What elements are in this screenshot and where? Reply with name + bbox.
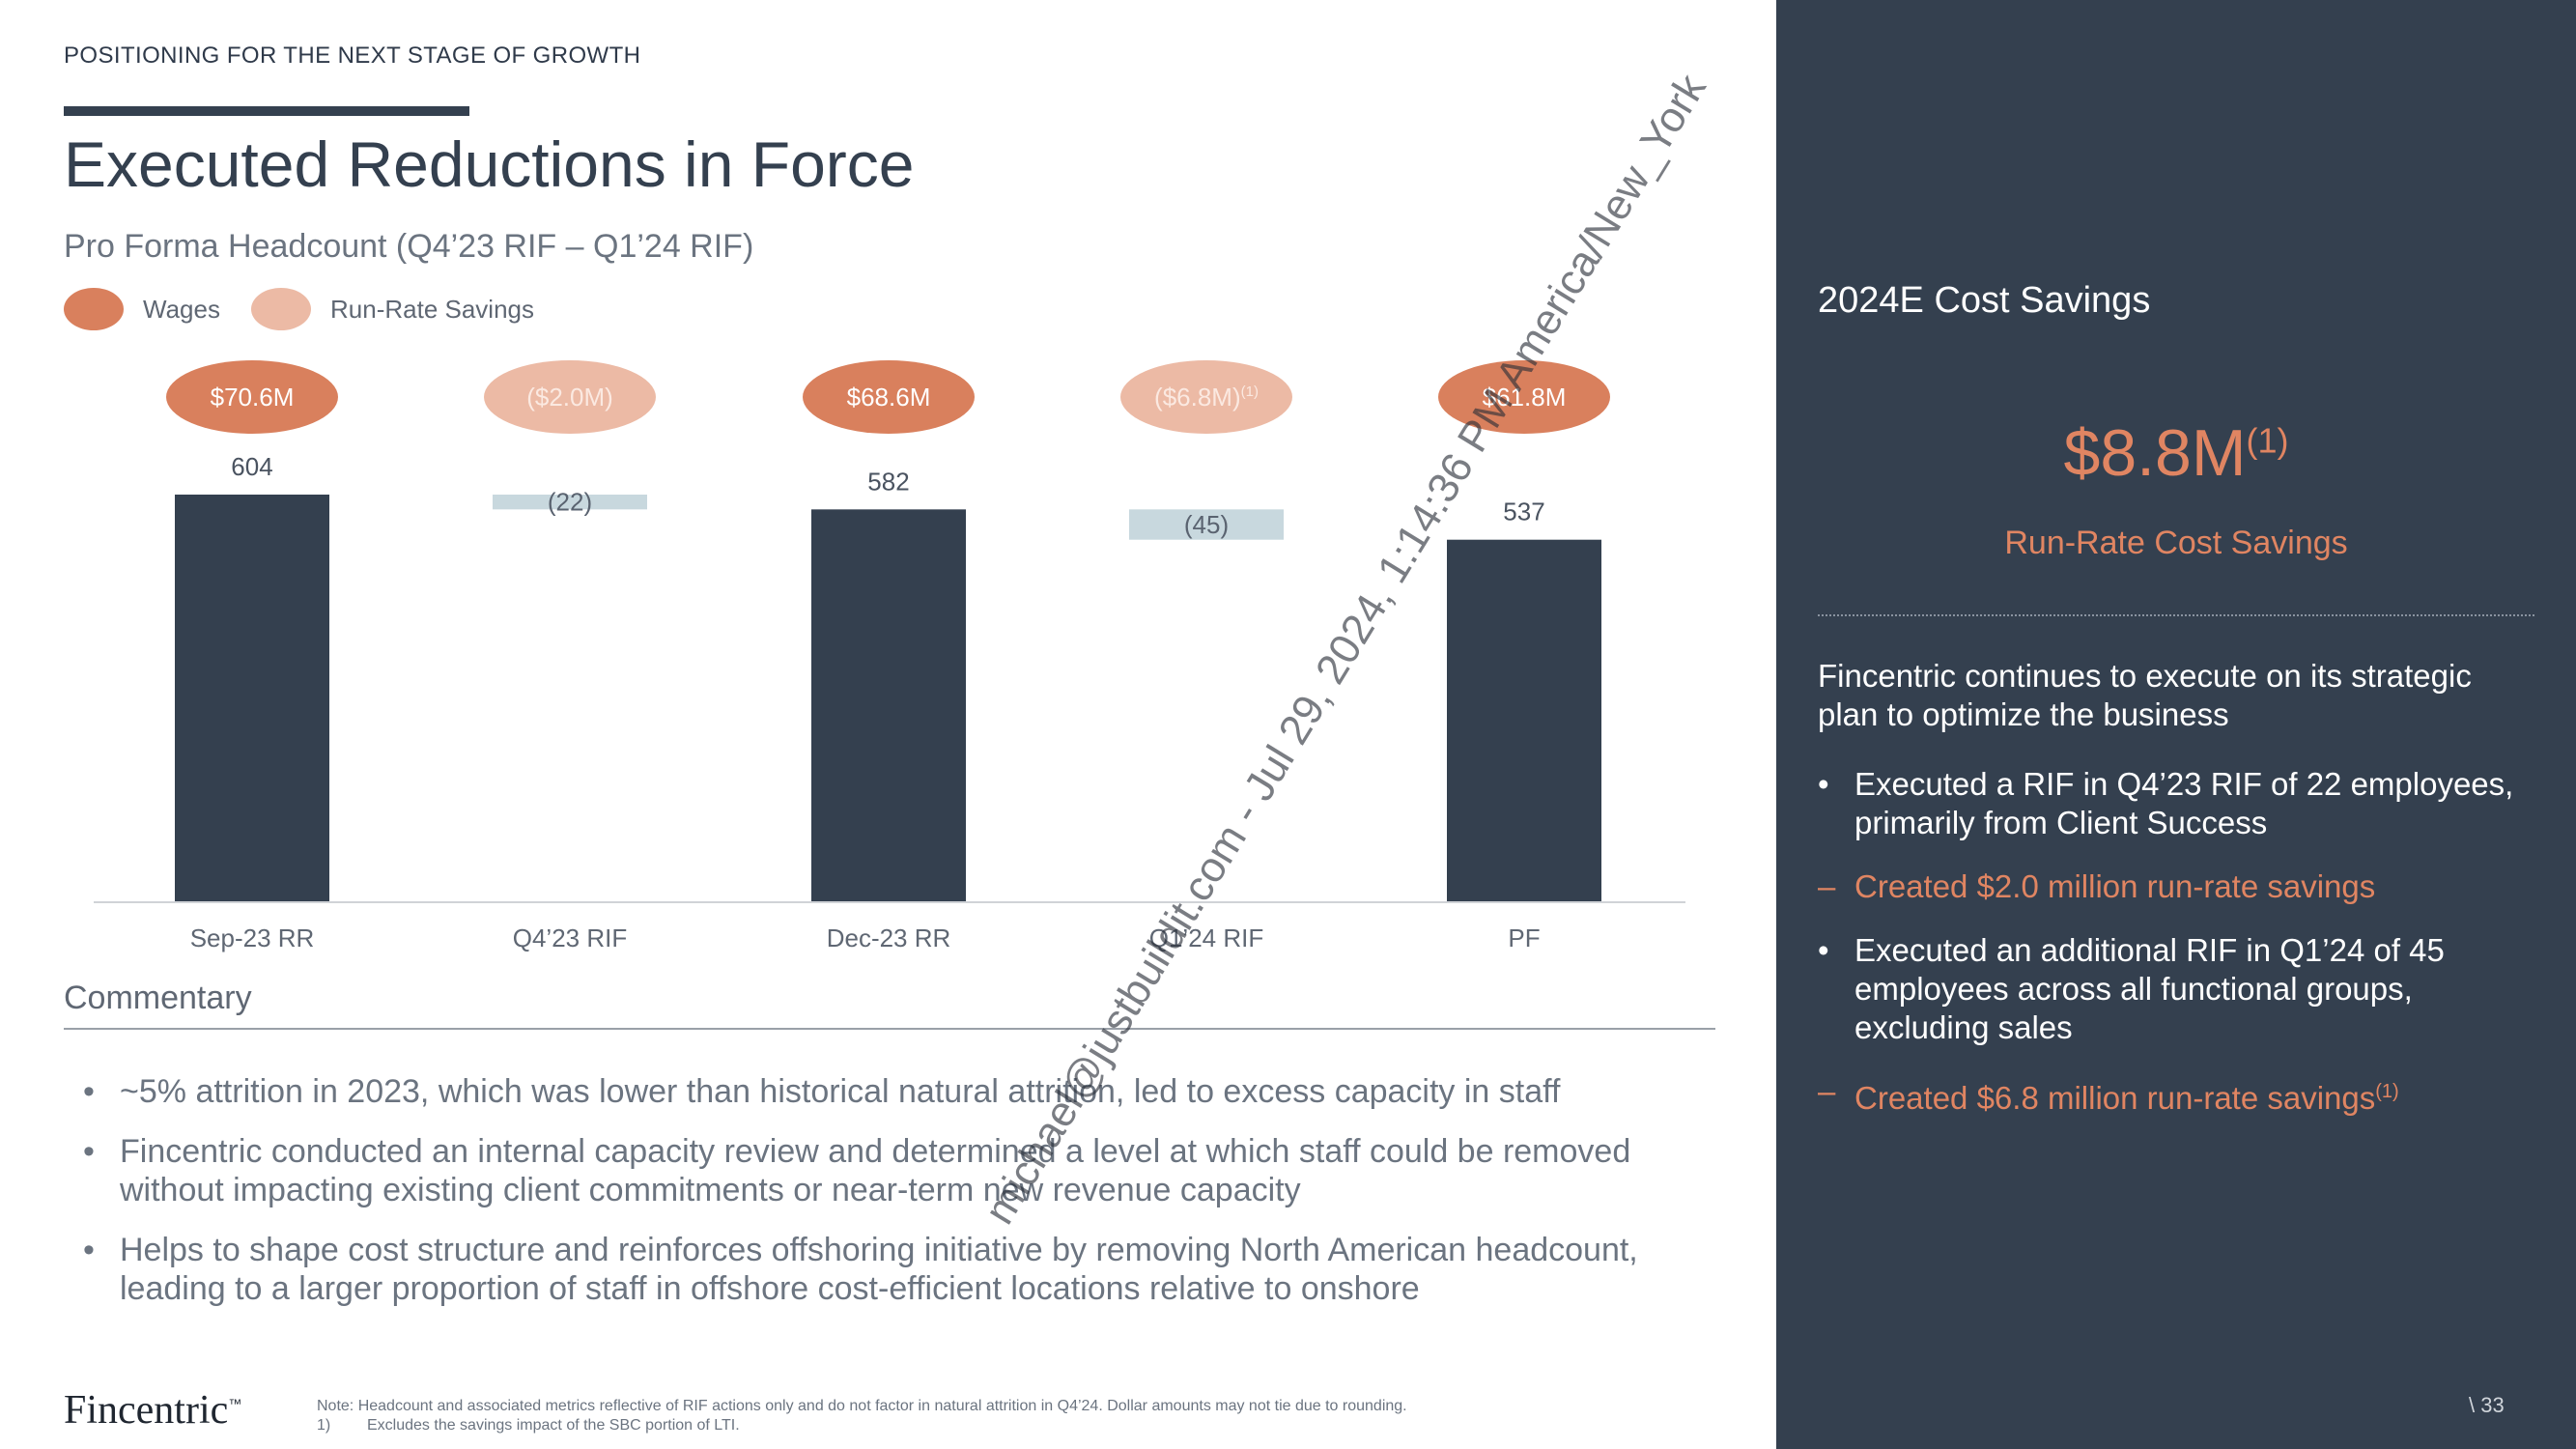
- legend-item-savings: Run-Rate Savings: [251, 288, 534, 330]
- panel-intro-text: Fincentric continues to execute on its s…: [1818, 658, 2472, 732]
- bar-total: [1447, 539, 1601, 901]
- pill-savings: [484, 360, 656, 434]
- panel-bullet: • Executed a RIF in Q4’23 RIF of 22 empl…: [1818, 765, 2533, 842]
- chart-subtitle: Pro Forma Headcount (Q4’23 RIF – Q1’24 R…: [64, 228, 754, 265]
- headcount-waterfall-chart: 604 Sep-23 RR $70.6M (22) Q4’23 RIF ($2.0M) 58…: [94, 360, 1685, 952]
- panel-sub-text: Created $2.0 million run-rate savings: [1854, 868, 2376, 904]
- x-tick-label: Dec-23 RR: [827, 923, 951, 952]
- panel-sub-bullet: – Created $2.0 million run-rate savings: [1818, 867, 2533, 906]
- bullet-dot: •: [83, 1133, 95, 1170]
- bar-value-label: 537: [1503, 497, 1544, 526]
- pill-wages: [166, 360, 338, 434]
- title-rule: [64, 106, 469, 116]
- cost-savings-panel: [1776, 0, 2576, 1449]
- legend-item-wages: Wages: [64, 288, 220, 330]
- bullet-dot: •: [1818, 932, 1829, 968]
- savings-label: Run-Rate Cost Savings: [2004, 525, 2348, 561]
- bar-value-label: 582: [867, 467, 909, 496]
- pill-wages: [1438, 360, 1610, 434]
- panel-title: 2024E Cost Savings: [1818, 280, 2151, 321]
- commentary-text: Helps to shape cost structure and reinfo…: [120, 1232, 1638, 1307]
- bullet-dot: •: [83, 1073, 95, 1110]
- x-tick-label: Q1’24 RIF: [1149, 923, 1264, 952]
- dash: –: [1818, 868, 1836, 904]
- page-number: \ 33: [2469, 1393, 2505, 1417]
- x-tick-label: Sep-23 RR: [190, 923, 315, 952]
- legend-label-savings: Run-Rate Savings: [330, 294, 534, 324]
- bar-delta: [493, 495, 647, 510]
- footnote-1-text: Excludes the savings impact of the SBC p…: [367, 1417, 740, 1434]
- fincentric-logo: Fincentric™: [64, 1387, 241, 1434]
- page-title: Executed Reductions in Force: [64, 128, 915, 200]
- dash: –: [1818, 1073, 1836, 1109]
- savings-amount: $8.8M: [2063, 416, 2247, 490]
- commentary-text: Fincentric conducted an internal capacit…: [120, 1133, 1631, 1208]
- x-tick-label: PF: [1508, 923, 1540, 952]
- savings-value: $8.8M(1): [1776, 415, 2576, 491]
- panel-sub-text: Created $6.8 million run-rate savings: [1854, 1080, 2376, 1116]
- bar-value-label: (22): [548, 488, 592, 517]
- logo-text: Fincentric: [64, 1388, 229, 1433]
- commentary-list: • ~5% attrition in 2023, which was lower…: [64, 1072, 1725, 1329]
- bar-total: [175, 495, 329, 901]
- bullet-dot: •: [1818, 766, 1829, 802]
- footnote: Note: Headcount and associated metrics r…: [317, 1397, 1407, 1435]
- legend-swatch-wages: [64, 288, 124, 330]
- footnote-1-number: 1): [317, 1417, 331, 1434]
- commentary-bullet: • ~5% attrition in 2023, which was lower…: [64, 1072, 1725, 1111]
- panel-sub-footnote-ref: (1): [2375, 1081, 2399, 1102]
- pill-wages: [803, 360, 975, 434]
- pill-label: $61.8M: [1483, 383, 1567, 412]
- pill-savings: [1120, 360, 1292, 434]
- legend-label-wages: Wages: [143, 294, 220, 324]
- panel-sub-bullet: – Created $6.8 million run-rate savings(…: [1818, 1072, 2533, 1118]
- bullet-dot: •: [83, 1232, 95, 1268]
- pill-label: ($2.0M): [526, 383, 613, 412]
- footnote-note: Note: Headcount and associated metrics r…: [317, 1398, 1407, 1414]
- commentary-title: Commentary: [64, 980, 252, 1016]
- pill-label: $70.6M: [211, 383, 295, 412]
- panel-bullet-text: Executed a RIF in Q4’23 RIF of 22 employ…: [1854, 766, 2514, 840]
- footnote-1: 1) Excludes the savings impact of the SB…: [317, 1416, 1407, 1435]
- commentary-divider: [64, 1028, 1715, 1030]
- commentary-text: ~5% attrition in 2023, which was lower t…: [120, 1073, 1561, 1110]
- bar-delta: [1129, 509, 1284, 540]
- x-tick-label: Q4’23 RIF: [513, 923, 628, 952]
- commentary-bullet: • Fincentric conducted an internal capac…: [64, 1132, 1725, 1209]
- bar-total: [811, 509, 966, 901]
- bar-value-label: 604: [231, 452, 272, 481]
- section-tag: POSITIONING FOR THE NEXT STAGE OF GROWTH: [64, 43, 641, 69]
- legend-swatch-savings: [251, 288, 311, 330]
- panel-divider: [1818, 614, 2534, 616]
- bar-value-label: (45): [1184, 510, 1229, 539]
- panel-bullet: • Executed an additional RIF in Q1’24 of…: [1818, 931, 2533, 1047]
- commentary-bullet: • Helps to shape cost structure and rein…: [64, 1231, 1725, 1308]
- panel-bullet-text: Executed an additional RIF in Q1’24 of 4…: [1854, 932, 2445, 1045]
- pill-label: $68.6M: [847, 383, 931, 412]
- savings-footnote-ref: (1): [2246, 420, 2289, 461]
- panel-intro: Fincentric continues to execute on its s…: [1818, 657, 2533, 1118]
- logo-trademark: ™: [228, 1396, 242, 1411]
